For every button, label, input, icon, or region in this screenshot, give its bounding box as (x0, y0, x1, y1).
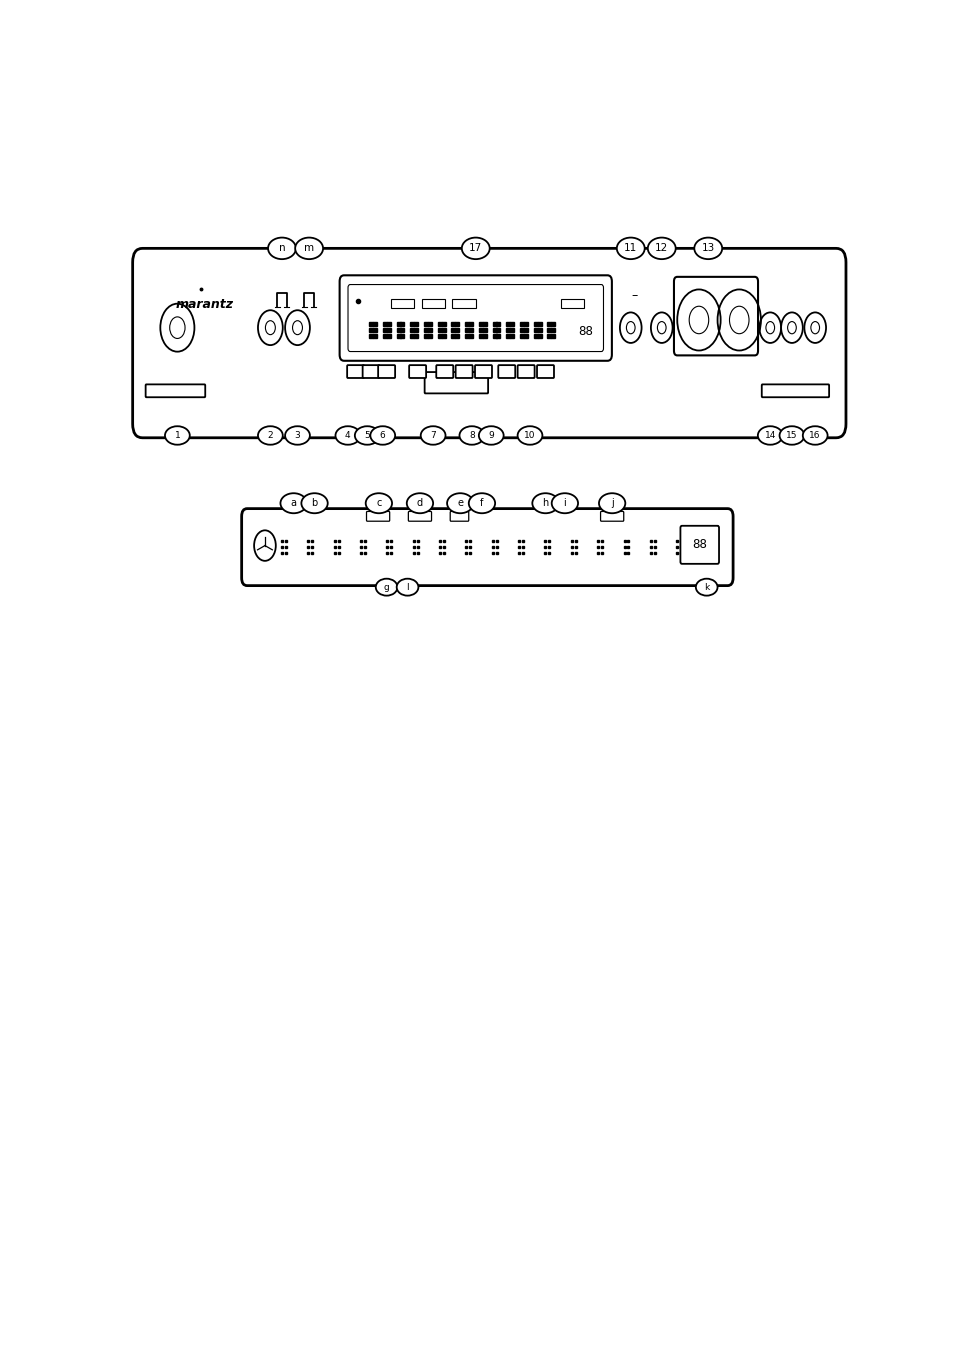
Ellipse shape (532, 493, 558, 513)
Ellipse shape (517, 426, 542, 444)
Ellipse shape (617, 238, 644, 259)
Text: –: – (631, 289, 638, 301)
Ellipse shape (478, 426, 503, 444)
Text: 1: 1 (174, 431, 180, 440)
FancyBboxPatch shape (600, 512, 623, 521)
Text: 10: 10 (524, 431, 536, 440)
Text: 17: 17 (469, 243, 482, 254)
Ellipse shape (257, 426, 282, 444)
Ellipse shape (694, 238, 721, 259)
Ellipse shape (598, 493, 624, 513)
Text: marantz: marantz (175, 299, 233, 311)
Text: 12: 12 (655, 243, 668, 254)
Ellipse shape (396, 578, 418, 596)
Text: c: c (375, 499, 381, 508)
Text: b: b (311, 499, 317, 508)
FancyBboxPatch shape (132, 249, 845, 438)
Ellipse shape (551, 493, 578, 513)
Text: 88: 88 (692, 538, 706, 551)
FancyBboxPatch shape (679, 526, 719, 563)
Ellipse shape (370, 426, 395, 444)
Text: m: m (304, 243, 314, 254)
FancyBboxPatch shape (456, 365, 472, 378)
Ellipse shape (294, 238, 323, 259)
Text: n: n (278, 243, 285, 254)
FancyBboxPatch shape (339, 276, 611, 361)
Text: 88: 88 (578, 326, 593, 338)
Ellipse shape (301, 493, 328, 513)
Text: 16: 16 (808, 431, 821, 440)
Text: 9: 9 (488, 431, 494, 440)
Ellipse shape (335, 426, 360, 444)
Text: 4: 4 (345, 431, 351, 440)
Ellipse shape (779, 426, 803, 444)
FancyBboxPatch shape (475, 365, 492, 378)
Bar (452, 299, 476, 308)
Ellipse shape (268, 238, 295, 259)
Ellipse shape (365, 493, 392, 513)
FancyBboxPatch shape (348, 285, 603, 351)
FancyBboxPatch shape (408, 512, 431, 521)
Ellipse shape (757, 426, 781, 444)
Ellipse shape (420, 426, 445, 444)
Text: 6: 6 (379, 431, 385, 440)
FancyBboxPatch shape (760, 385, 828, 397)
FancyBboxPatch shape (347, 365, 364, 378)
Text: h: h (542, 499, 548, 508)
FancyBboxPatch shape (537, 365, 554, 378)
Text: a: a (291, 499, 296, 508)
Text: 11: 11 (623, 243, 637, 254)
Text: g: g (383, 582, 389, 592)
FancyBboxPatch shape (377, 365, 395, 378)
Ellipse shape (280, 493, 307, 513)
Ellipse shape (802, 426, 827, 444)
Ellipse shape (285, 426, 310, 444)
Text: 13: 13 (700, 243, 714, 254)
Text: 5: 5 (364, 431, 370, 440)
Ellipse shape (406, 493, 433, 513)
FancyBboxPatch shape (497, 365, 515, 378)
FancyBboxPatch shape (424, 372, 488, 393)
Text: f: f (479, 499, 483, 508)
FancyBboxPatch shape (146, 385, 205, 397)
Ellipse shape (375, 578, 397, 596)
Bar (421, 299, 444, 308)
Text: l: l (406, 582, 409, 592)
Text: 8: 8 (469, 431, 475, 440)
Ellipse shape (459, 426, 484, 444)
Text: 15: 15 (785, 431, 797, 440)
Text: 3: 3 (294, 431, 300, 440)
Ellipse shape (355, 426, 379, 444)
FancyBboxPatch shape (366, 512, 389, 521)
Ellipse shape (447, 493, 473, 513)
FancyBboxPatch shape (517, 365, 534, 378)
Text: 7: 7 (430, 431, 436, 440)
Text: e: e (456, 499, 463, 508)
Bar (560, 299, 583, 308)
Text: 14: 14 (763, 431, 775, 440)
Text: d: d (416, 499, 422, 508)
FancyBboxPatch shape (409, 365, 426, 378)
Ellipse shape (165, 426, 190, 444)
Ellipse shape (461, 238, 489, 259)
Text: j: j (610, 499, 613, 508)
Ellipse shape (468, 493, 495, 513)
Ellipse shape (695, 578, 717, 596)
FancyBboxPatch shape (673, 277, 758, 355)
Text: i: i (563, 499, 566, 508)
Bar (390, 299, 414, 308)
FancyBboxPatch shape (436, 365, 453, 378)
Text: k: k (703, 582, 709, 592)
Ellipse shape (647, 238, 675, 259)
FancyBboxPatch shape (362, 365, 379, 378)
Text: 2: 2 (267, 431, 273, 440)
FancyBboxPatch shape (241, 508, 732, 585)
FancyBboxPatch shape (450, 512, 468, 521)
